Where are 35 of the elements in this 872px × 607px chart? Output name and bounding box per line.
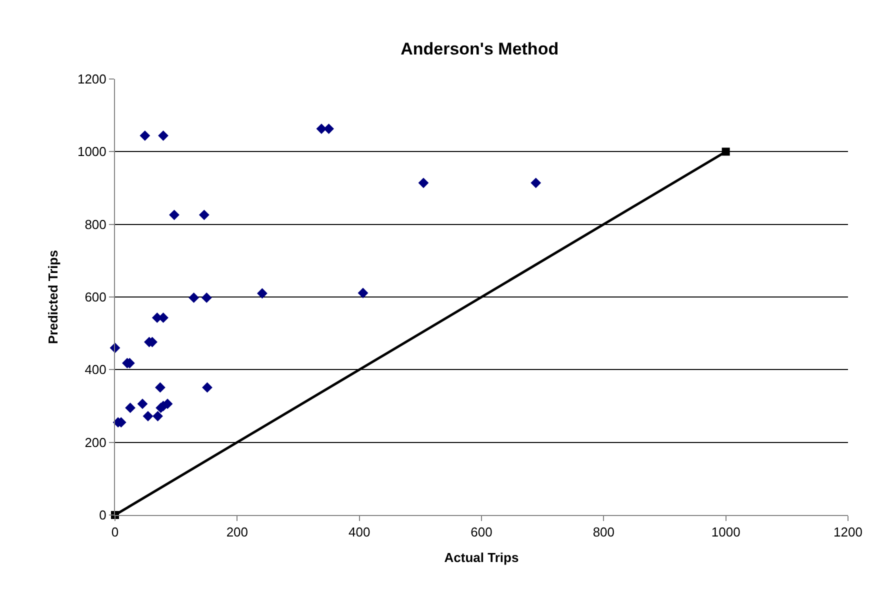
point xyxy=(358,288,368,298)
x-tick-label: 200 xyxy=(226,524,248,540)
x-tick-label: 400 xyxy=(348,524,370,540)
point xyxy=(142,410,154,422)
point xyxy=(257,288,268,299)
x-tick-label: 0 xyxy=(111,524,119,540)
x-tick-label: 1000 xyxy=(711,524,740,540)
y-axis-title: Predicted Trips xyxy=(45,250,60,344)
point xyxy=(158,130,168,141)
x-axis-title: Actual Trips xyxy=(444,550,519,566)
point xyxy=(188,292,199,303)
point xyxy=(202,382,212,393)
x-tick-label: 1200 xyxy=(834,524,862,540)
point xyxy=(140,130,150,141)
point xyxy=(418,178,429,188)
x-tick-label: 800 xyxy=(592,524,615,540)
x-tick-label: 600 xyxy=(470,524,492,540)
y-tick-label: 0 xyxy=(99,508,106,523)
y-tick-label: 200 xyxy=(84,434,106,450)
y-tick-label: 1000 xyxy=(77,144,106,160)
point xyxy=(169,210,180,220)
point xyxy=(722,148,730,156)
point xyxy=(530,178,542,188)
y-tick-label: 800 xyxy=(84,216,106,232)
y-tick-label: 600 xyxy=(84,290,106,305)
point xyxy=(198,210,210,220)
point xyxy=(324,124,334,134)
y-tick-label: 400 xyxy=(84,362,106,378)
point xyxy=(125,402,136,414)
chart-title: Anderson's Method xyxy=(400,39,559,58)
point xyxy=(201,292,212,303)
y-tick-label: 1200 xyxy=(77,72,106,87)
point xyxy=(152,410,163,422)
point xyxy=(137,398,148,410)
point xyxy=(155,382,166,393)
